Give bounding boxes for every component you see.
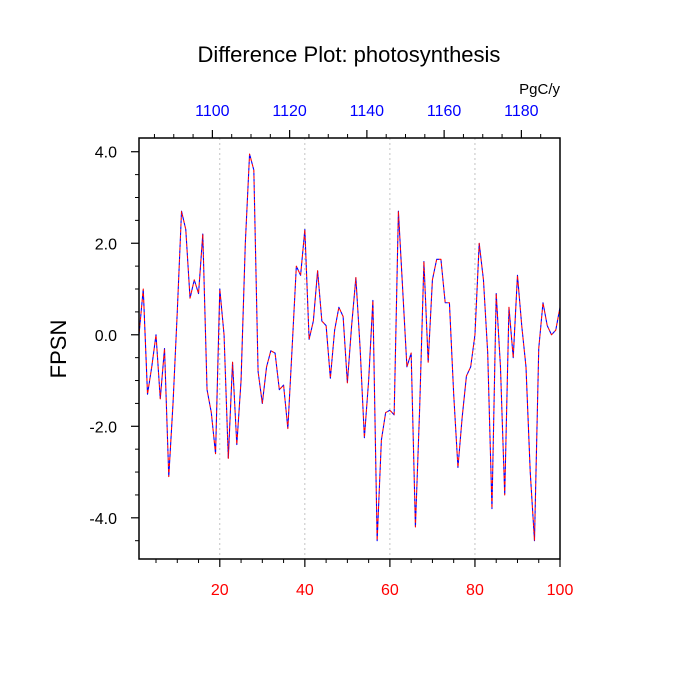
y-tick-label: 2.0: [95, 236, 117, 253]
plot-frame: [138, 137, 561, 560]
x-tick-label: 100: [547, 582, 574, 599]
top-axis-units: PgC/y: [519, 81, 560, 98]
x-tick-label: 60: [381, 582, 399, 599]
top-tick-label: 1140: [350, 103, 385, 120]
series-line-blue: [138, 153, 561, 542]
series-line-red: [138, 153, 561, 542]
tick-labels: 20 40 60 80 100 1100 1120 1140 1160 1180 4.0 2.0 0.0…: [89, 103, 573, 599]
chart-title: Difference Plot: photosynthesis: [198, 42, 501, 67]
y-tick-label: 4.0: [95, 145, 117, 162]
y-tick-label: -4.0: [89, 511, 117, 528]
top-tick-label: 1180: [504, 103, 539, 120]
y-axis-label: FPSN: [46, 320, 71, 379]
top-tick-label: 1160: [427, 103, 462, 120]
y-tick-label: -2.0: [89, 419, 117, 436]
x-tick-label: 20: [211, 582, 229, 599]
vertical-grid: [219, 138, 476, 559]
data-series: [138, 153, 561, 542]
top-tick-label: 1100: [195, 103, 230, 120]
top-tick-label: 1120: [272, 103, 307, 120]
x-tick-label: 40: [296, 582, 314, 599]
x-tick-label: 80: [466, 582, 484, 599]
y-tick-label: 0.0: [95, 328, 117, 345]
